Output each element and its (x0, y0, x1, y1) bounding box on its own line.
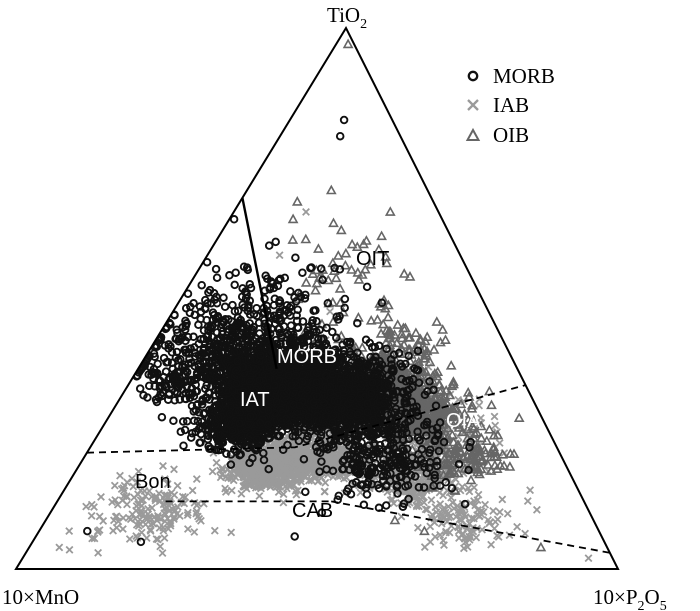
point-oib (384, 206, 396, 216)
point-oib (313, 243, 324, 253)
point-oib (334, 283, 346, 293)
point-iab (170, 465, 178, 474)
point-iab (158, 549, 167, 558)
point-oib (330, 272, 342, 283)
point-iab (274, 488, 283, 497)
point-iab (192, 475, 201, 484)
point-oib (504, 461, 516, 471)
point-oib (486, 399, 497, 410)
point-iab (489, 506, 498, 515)
point-iab (498, 495, 507, 504)
point-oib (398, 268, 410, 278)
point-iab (413, 523, 422, 532)
point-iab (188, 486, 197, 495)
point-iab (55, 543, 64, 552)
point-iab (95, 512, 104, 521)
point-iab (584, 554, 593, 563)
point-iab (112, 523, 121, 532)
point-oib (445, 359, 457, 370)
point-oib (382, 311, 394, 322)
point-oib (484, 423, 495, 434)
point-iab (420, 543, 429, 552)
point-iab (216, 466, 224, 475)
point-iab (65, 545, 74, 554)
point-iab (495, 508, 504, 517)
point-iab (275, 251, 284, 260)
point-iab (495, 439, 504, 447)
point-iab (116, 471, 124, 480)
point-iab (481, 500, 490, 509)
point-oib (376, 230, 387, 241)
point-oib (410, 327, 422, 338)
point-oib (335, 224, 347, 235)
point-iab (487, 540, 496, 549)
point-iab (118, 525, 127, 533)
point-iab (326, 307, 334, 316)
point-iab (532, 505, 541, 514)
point-oib (300, 233, 312, 244)
point-oib (465, 474, 477, 485)
point-iab (513, 522, 522, 531)
point-iab (227, 486, 236, 495)
point-iab (227, 528, 236, 537)
point-iab (279, 498, 288, 507)
point-iab (123, 500, 131, 509)
point-oib (300, 277, 312, 287)
point-iab (82, 502, 91, 511)
point-oib (389, 514, 401, 525)
point-oib (428, 344, 440, 354)
point-iab (87, 511, 96, 520)
point-iab (65, 527, 74, 536)
point-oib (513, 412, 525, 423)
point-oib (392, 319, 404, 329)
point-oib (431, 316, 443, 326)
point-oib (287, 234, 299, 244)
point-iab (490, 524, 499, 533)
point-iab (526, 486, 535, 495)
point-iab (427, 496, 436, 505)
point-iab (125, 535, 134, 543)
point-iab (523, 497, 532, 506)
point-oib (535, 541, 547, 552)
point-iab (110, 481, 119, 490)
point-oib (340, 247, 352, 258)
data-points (55, 38, 593, 563)
point-oib (342, 38, 354, 49)
point-iab (435, 488, 444, 497)
point-oib (310, 284, 321, 295)
point-iab (190, 528, 199, 536)
point-oib (325, 184, 337, 195)
point-oib (287, 213, 299, 224)
point-iab (475, 401, 484, 410)
point-iab (210, 526, 219, 535)
point-iab (159, 461, 167, 470)
point-iab (175, 512, 184, 520)
point-oib (365, 314, 377, 325)
point-iab (490, 412, 499, 421)
point-oib (332, 250, 344, 260)
point-iab (97, 492, 105, 501)
point-iab (279, 490, 288, 499)
point-iab (212, 458, 221, 467)
point-iab (320, 487, 329, 496)
point-iab (491, 421, 500, 430)
point-iab (156, 542, 165, 551)
point-iab (474, 490, 483, 499)
point-iab (503, 509, 512, 518)
point-oib (437, 324, 449, 334)
point-iab (94, 548, 103, 557)
point-oib (328, 217, 339, 228)
point-iab (173, 481, 182, 490)
point-iab (160, 534, 169, 542)
point-iab (255, 492, 264, 500)
point-iab (87, 500, 96, 509)
point-iab (130, 493, 139, 502)
point-iab (208, 467, 217, 476)
point-iab (221, 484, 230, 493)
point-iab (302, 207, 310, 216)
point-oib (291, 196, 303, 206)
point-iab (183, 525, 192, 533)
